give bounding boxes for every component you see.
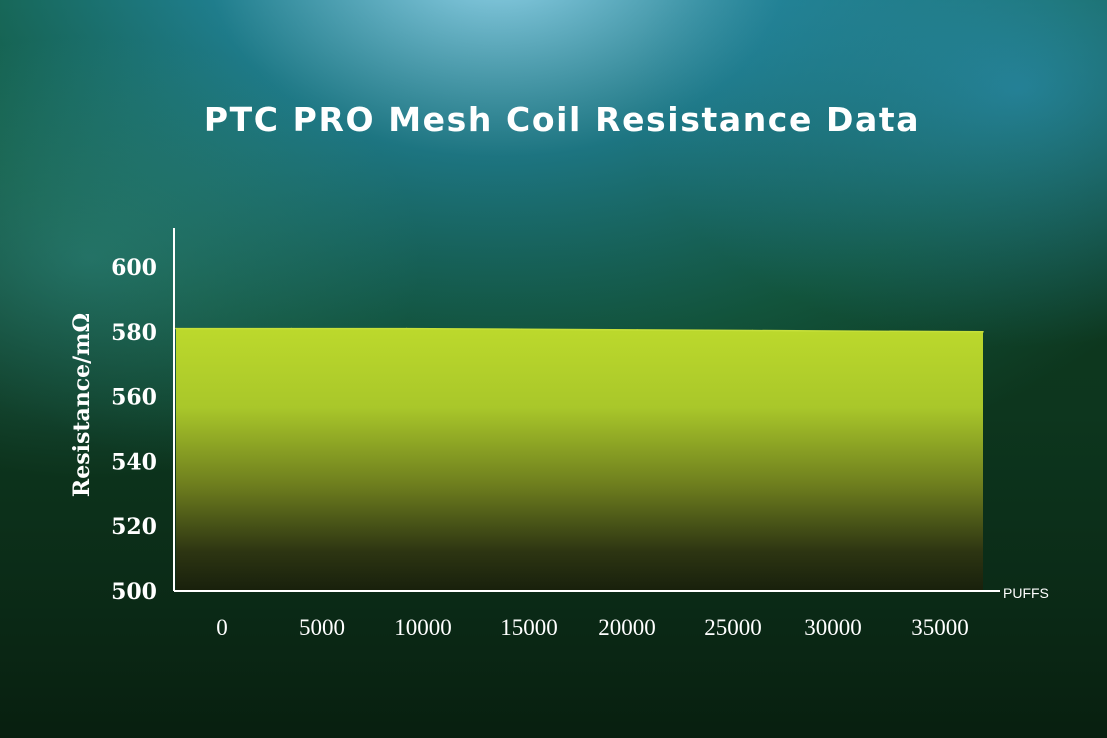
x-tick-label: 10000 [394, 615, 452, 640]
y-tick-label: 520 [111, 514, 157, 540]
x-tick-label: 0 [216, 615, 228, 640]
y-tick-label: 540 [111, 449, 157, 475]
y-tick-label: 500 [111, 579, 157, 605]
x-axis-label: PUFFS [1003, 585, 1049, 601]
x-tick-label: 25000 [704, 615, 762, 640]
data-point [636, 329, 638, 331]
x-tick-label: 30000 [804, 615, 862, 640]
x-tick-label: 5000 [299, 615, 345, 640]
y-axis-label: Resistance/mΩ [69, 313, 95, 497]
y-tick-label: 600 [111, 255, 157, 281]
resistance-area [176, 328, 983, 591]
plot-area: 500 520 540 560 580 600 0 5000 10000 15000 20000 25… [111, 228, 1000, 640]
data-point [405, 327, 408, 330]
data-point [866, 330, 869, 333]
x-tick-label: 35000 [911, 615, 969, 640]
data-point [751, 329, 754, 332]
x-tick-label: 20000 [598, 615, 656, 640]
data-point [982, 331, 984, 333]
y-tick-label: 560 [111, 385, 157, 411]
data-point [175, 327, 177, 330]
data-point [290, 327, 293, 330]
y-tick-label: 580 [111, 320, 157, 346]
x-tick-label: 15000 [500, 615, 558, 640]
resistance-line [176, 327, 984, 333]
data-point [521, 328, 523, 331]
chart-title: PTC PRO Mesh Coil Resistance Data [204, 100, 920, 139]
